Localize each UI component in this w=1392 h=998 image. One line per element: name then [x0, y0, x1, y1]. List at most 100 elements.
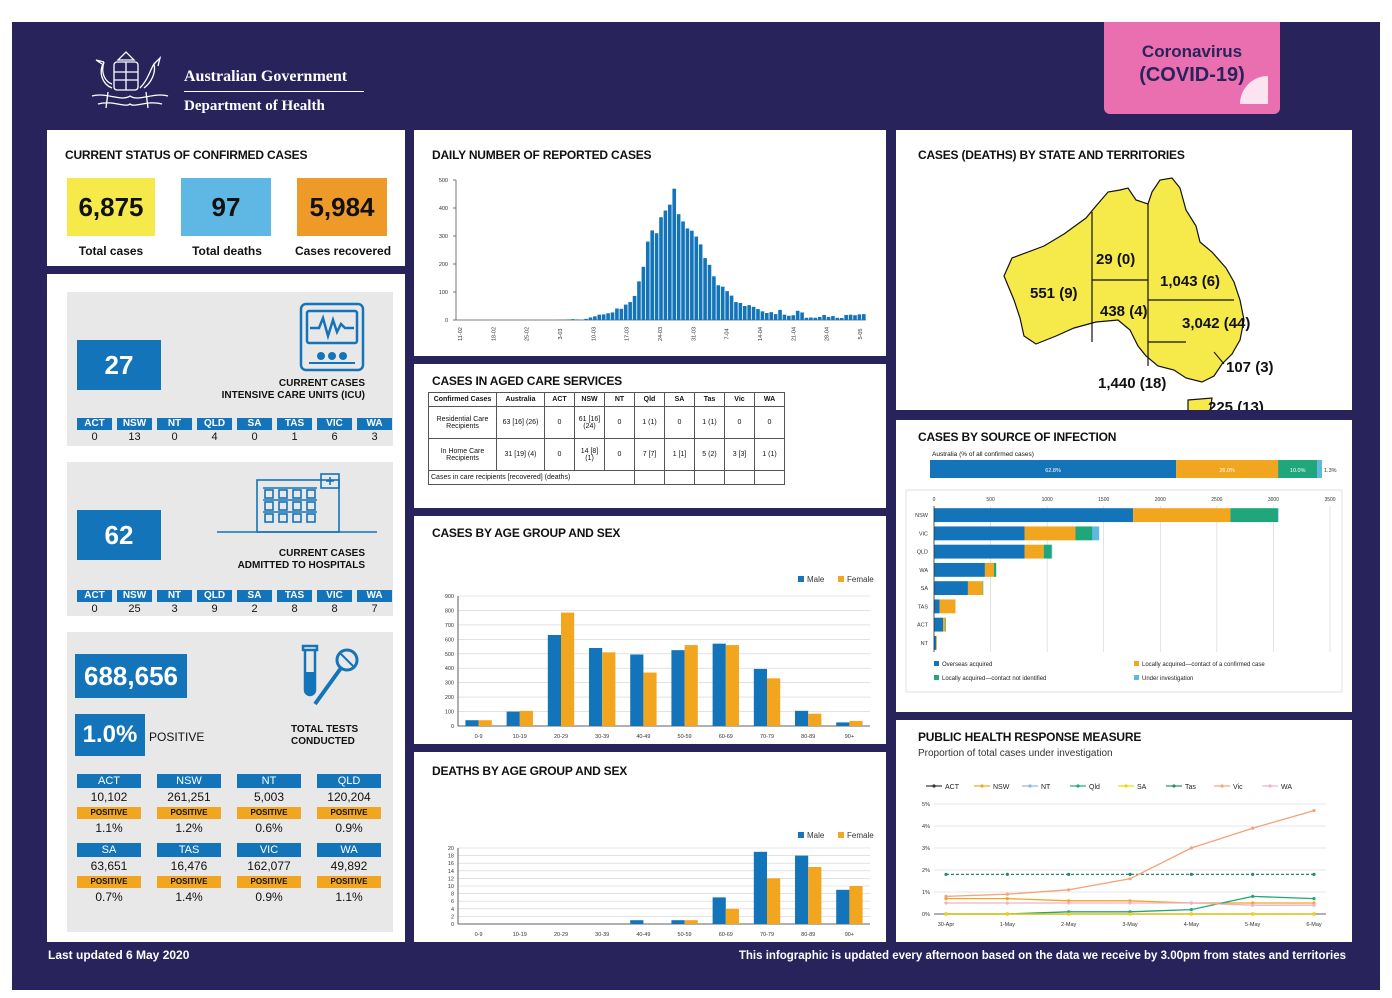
aged-cell: 0: [544, 438, 575, 471]
badge-line1: Coronavirus: [1141, 42, 1243, 61]
aged-header-cell: Tas: [694, 392, 725, 407]
state-tag: SA: [237, 418, 272, 430]
aged-empty-cell: [664, 470, 695, 485]
x-tick-label: 1500: [1098, 497, 1109, 503]
y-tick-label: 10: [448, 884, 454, 890]
state-value: 6: [331, 431, 338, 443]
x-tick-label: 30-Apr: [938, 922, 955, 928]
aged-header-cell: NSW: [574, 392, 605, 407]
aged-header-row: Confirmed Cases Australia ACT NSW NT Qld SA Tas…: [428, 392, 785, 407]
aged-cell: 1 (1): [754, 438, 785, 471]
positive-tag: POSITIVE: [157, 876, 221, 888]
tests-state-grid: ACT 10,102 POSITIVE 1.1% NSW 261,251 POSITIVE 1…: [77, 774, 381, 912]
y-category-label: NT: [921, 641, 929, 647]
aged-header-cell: Qld: [634, 392, 665, 407]
series-point-vic: [1251, 826, 1255, 830]
state-value: 3: [371, 431, 378, 443]
positive-value: 0.9%: [335, 821, 363, 835]
x-tick-label: 5-May: [1245, 922, 1261, 928]
x-tick-label: 21-04: [791, 327, 797, 341]
aged-empty-cell: [754, 470, 785, 485]
female-bar: [684, 645, 698, 726]
aged-empty-cell: [634, 470, 665, 485]
state-tag: QLD: [197, 418, 232, 430]
state-cell-act: ACT 0: [77, 418, 112, 443]
male-bar: [630, 920, 644, 924]
legend-label: Under investigation: [1142, 676, 1193, 682]
legend-label: NSW: [993, 784, 1010, 791]
y-tick-label: 800: [445, 608, 454, 614]
legend-marker: [1028, 784, 1032, 788]
state-value: 7: [371, 603, 378, 615]
y-tick-label: 300: [445, 681, 454, 687]
x-tick-label: 2-May: [1061, 922, 1077, 928]
deaths-age-title: DEATHS BY AGE GROUP AND SEX: [432, 764, 628, 778]
x-tick-label: 0: [933, 497, 936, 503]
aged-note-row: Cases in care recipients [recovered] (de…: [428, 470, 785, 485]
daily-bar: [760, 311, 765, 320]
series-point-qld: [1251, 894, 1255, 898]
x-tick-label: 80-89: [801, 932, 815, 938]
positive-label: POSITIVE: [149, 730, 205, 744]
legend-swatch: [798, 576, 804, 582]
source-plot-frame: [905, 489, 1343, 693]
x-tick-label: 18-02: [491, 327, 497, 341]
y-category-label: TAS: [918, 604, 929, 610]
tests-state-value: 162,077: [247, 859, 291, 873]
series-point-vic: [1005, 892, 1009, 896]
daily-bar: [645, 241, 650, 320]
legend-label: WA: [1281, 784, 1292, 791]
female-bar: [808, 867, 822, 924]
state-tag: ACT: [77, 590, 112, 602]
y-tick-label: 0%: [922, 912, 930, 918]
aged-header-cell: WA: [754, 392, 785, 407]
series-point-vic: [1189, 846, 1193, 850]
map-label-nsw: 3,042 (44): [1182, 315, 1250, 332]
y-tick-label: 100: [439, 290, 448, 296]
daily-bar: [756, 309, 760, 320]
female-bar: [725, 908, 739, 924]
source-bar-segment: [1230, 508, 1278, 523]
source-bar-segment: [934, 544, 1025, 559]
tests-state-tag: NT: [237, 774, 301, 788]
x-tick-label: 40-49: [636, 734, 650, 740]
x-tick-label: 70-79: [760, 734, 774, 740]
x-tick-label: 500: [986, 497, 995, 503]
daily-bar: [584, 318, 588, 320]
aged-cell: 5 (2): [694, 438, 725, 471]
state-tag: QLD: [197, 590, 232, 602]
hospital-label-line1: CURRENT CASES: [278, 548, 365, 559]
tests-cell-wa: WA 49,892 POSITIVE 1.1%: [317, 843, 381, 912]
daily-bar: [813, 317, 818, 320]
aged-empty-cell: [724, 470, 755, 485]
female-bar: [808, 713, 822, 726]
state-tag: NT: [157, 590, 192, 602]
y-tick-label: 16: [448, 861, 454, 867]
series-line-vic: [945, 809, 1315, 898]
series-point-tas: [1005, 872, 1009, 876]
response-title: PUBLIC HEALTH RESPONSE MEASURE: [918, 730, 1142, 744]
aged-cell: 1 (1): [634, 406, 665, 439]
tests-state-value: 261,251: [167, 790, 211, 804]
male-bar: [836, 889, 850, 924]
daily-bar: [831, 316, 835, 320]
aged-header-cell: Australia: [496, 392, 545, 407]
series-point-sa: [1312, 912, 1316, 916]
state-tag: TAS: [277, 590, 312, 602]
state-value: 2: [251, 603, 258, 615]
x-tick-label: 1-May: [1000, 922, 1016, 928]
series-point-wa: [1189, 901, 1193, 905]
y-tick-label: 5%: [922, 802, 930, 808]
series-point-sa: [944, 912, 948, 916]
positive-value: 1.4%: [175, 890, 203, 904]
last-updated: Last updated 6 May 2020: [48, 948, 190, 962]
source-bar-segment: [945, 617, 946, 632]
y-tick-label: 2%: [922, 868, 930, 874]
series-point-tas: [1251, 872, 1255, 876]
legend-label: Qld: [1089, 784, 1100, 791]
series-point-wa: [1128, 901, 1132, 905]
y-category-label: ACT: [917, 623, 929, 629]
act-leader-line: [1213, 351, 1225, 365]
icu-value: 27: [77, 340, 161, 390]
legend-label: Overseas acquired: [942, 662, 992, 668]
